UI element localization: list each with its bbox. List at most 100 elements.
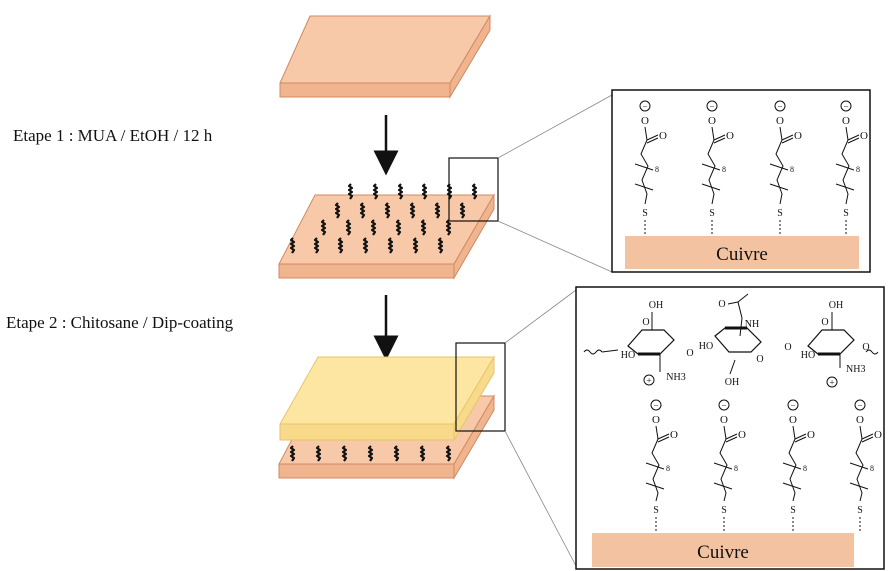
zoom-line (497, 94, 613, 159)
mua-molecule (387, 237, 394, 254)
bond (725, 433, 738, 440)
repeat-bracket (713, 482, 733, 490)
charge-minus-icon (650, 399, 662, 411)
mua-chain: − OO 8 S (769, 100, 802, 236)
mua-molecule (445, 219, 452, 236)
atom-oxygen: O (670, 429, 678, 441)
glycosidic-oxygen: O (686, 348, 693, 359)
repeat-count: 8 (790, 165, 794, 174)
atom-oxygen: O (860, 130, 868, 142)
atom-sulfur: S (642, 208, 648, 219)
mua-molecule (434, 202, 441, 219)
alkyl-chain (640, 139, 649, 205)
glycosidic-bond (601, 349, 619, 353)
chain-continuation-icon (583, 349, 603, 355)
charge-minus-icon (639, 100, 651, 112)
repeat-bracket (769, 163, 789, 171)
bond (711, 126, 715, 141)
bond (861, 436, 874, 443)
hydroxyl-group: HO (699, 341, 713, 352)
atom-oxygen: O (720, 414, 728, 426)
charge-plus: + (829, 378, 834, 388)
ring-oxygen: O (821, 317, 828, 328)
bond (794, 433, 807, 440)
mua-molecule (397, 183, 404, 200)
bond (655, 425, 659, 440)
step-2-label: Etape 2 : Chitosane / Dip-coating (6, 313, 234, 332)
glycosidic-oxygen: O (862, 342, 869, 353)
mua-chain: − OO 8 S (713, 399, 746, 533)
chitosan-layer (279, 355, 495, 442)
alkyl-chain (788, 438, 797, 502)
bond (646, 137, 659, 144)
repeat-bracket (849, 462, 869, 470)
repeat-bracket (645, 462, 665, 470)
amide-group: NH (745, 319, 759, 330)
charge-minus-icon (854, 399, 866, 411)
mua-molecule (395, 219, 402, 236)
atom-oxygen: O (842, 115, 850, 127)
mua-molecule (370, 219, 377, 236)
charge-plus-icon (826, 376, 838, 388)
mua-molecule (384, 202, 391, 219)
atom-oxygen: O (856, 414, 864, 426)
repeat-bracket (782, 482, 802, 490)
bond (859, 425, 863, 440)
bond (847, 134, 860, 141)
mua-molecule (367, 445, 374, 462)
atom-sulfur: S (790, 505, 796, 516)
bond (713, 134, 726, 141)
mua-molecule (359, 202, 366, 219)
mua-molecule (347, 183, 354, 200)
charge-minus-icon (840, 100, 852, 112)
atom-oxygen: O (738, 429, 746, 441)
repeat-bracket (634, 163, 654, 171)
copper-plate-bare (279, 14, 491, 99)
repeat-bracket (835, 183, 855, 191)
mua-molecule (334, 202, 341, 219)
charge-minus: − (843, 102, 848, 112)
mua-molecule (421, 183, 428, 200)
repeat-bracket (835, 163, 855, 171)
atom-oxygen: O (776, 115, 784, 127)
mua-molecule (345, 219, 352, 236)
glycosidic-oxygen: O (784, 342, 791, 353)
bond (737, 293, 749, 303)
bond (739, 317, 743, 337)
charge-minus: − (653, 401, 658, 411)
ring-oxygen: O (756, 354, 763, 365)
alkyl-chain (855, 438, 864, 502)
mua-molecule (289, 237, 296, 254)
mua-molecule (289, 445, 296, 462)
mua-molecule (313, 237, 320, 254)
charge-minus: − (777, 102, 782, 112)
repeat-bracket (701, 183, 721, 191)
zoom-line (497, 220, 613, 273)
bond (644, 126, 648, 141)
mua-molecule (320, 219, 327, 236)
repeat-count: 8 (856, 165, 860, 174)
repeat-bracket (769, 183, 789, 191)
bond (713, 137, 726, 144)
substrate-label: Cuivre (697, 542, 749, 563)
mua-molecule (315, 445, 322, 462)
atom-sulfur: S (709, 208, 715, 219)
bond (657, 433, 670, 440)
mua-molecule (437, 237, 444, 254)
mua-molecule (337, 237, 344, 254)
atom-oxygen: O (794, 130, 802, 142)
bond (737, 301, 743, 319)
charge-minus: − (642, 102, 647, 112)
charge-plus: + (646, 376, 651, 386)
bond (727, 301, 739, 305)
atom-oxygen: O (726, 130, 734, 142)
zoom-line (504, 289, 577, 344)
bond (794, 436, 807, 443)
hydroxyl-group: HO (621, 350, 635, 361)
mua-chain: − OO 8 S (701, 100, 734, 236)
mua-molecule (393, 445, 400, 462)
atom-oxygen: O (659, 130, 667, 142)
bond (845, 126, 849, 141)
bond (729, 359, 736, 375)
mua-molecule (419, 445, 426, 462)
